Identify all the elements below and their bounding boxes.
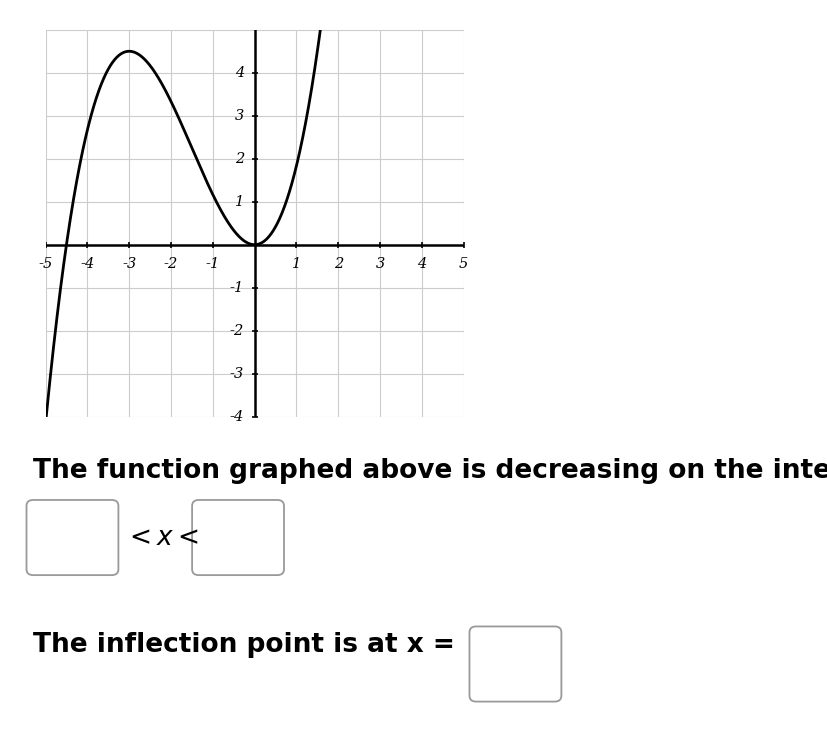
Text: 2: 2 <box>333 257 342 271</box>
Text: -2: -2 <box>164 257 178 271</box>
Text: 1: 1 <box>291 257 301 271</box>
Text: -1: -1 <box>230 280 244 295</box>
Text: 4: 4 <box>417 257 426 271</box>
Text: 2: 2 <box>235 152 244 166</box>
Text: The inflection point is at x =: The inflection point is at x = <box>33 632 455 658</box>
Text: -4: -4 <box>80 257 94 271</box>
Text: 5: 5 <box>458 257 468 271</box>
Text: -3: -3 <box>230 367 244 381</box>
Text: 3: 3 <box>375 257 385 271</box>
Text: The function graphed above is decreasing on the interval: The function graphed above is decreasing… <box>33 458 827 484</box>
Text: 3: 3 <box>235 109 244 123</box>
Text: -1: -1 <box>205 257 220 271</box>
Text: 1: 1 <box>235 195 244 209</box>
Text: -2: -2 <box>230 324 244 338</box>
Text: -3: -3 <box>122 257 136 271</box>
Text: 4: 4 <box>235 65 244 80</box>
Text: -5: -5 <box>38 257 53 271</box>
Text: -4: -4 <box>230 410 244 423</box>
Text: $< x <$: $< x <$ <box>124 525 198 551</box>
